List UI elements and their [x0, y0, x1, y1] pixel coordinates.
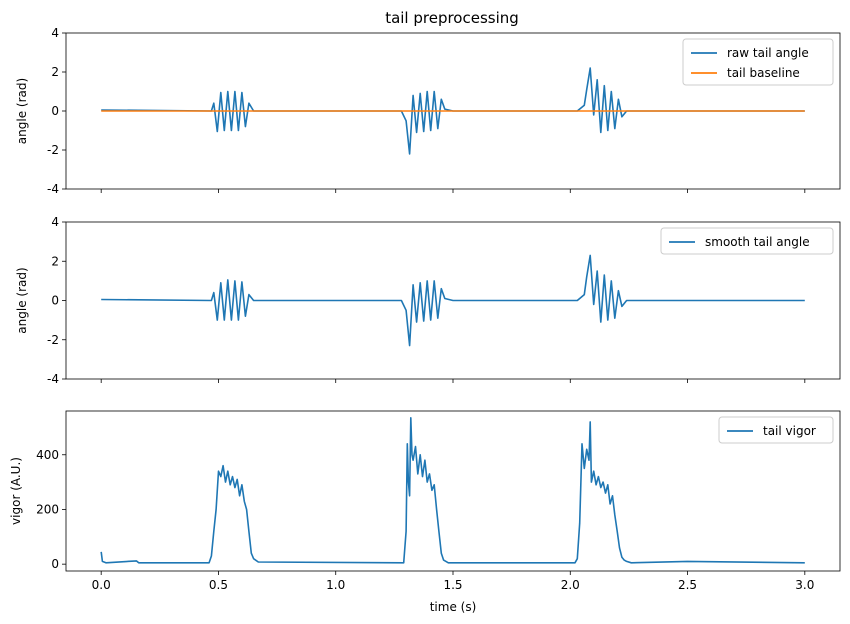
panel-raw-tail-angle: -4 -2 0 2 4 angle (rad) raw tail angle tail bas…: [15, 26, 841, 196]
legend-label: tail vigor: [763, 424, 816, 438]
legend: smooth tail angle: [660, 227, 834, 255]
series-line-smooth-tail-angle: [101, 254, 805, 347]
y-axis-label: angle (rad): [15, 267, 29, 333]
y-tick-label: 0: [51, 294, 59, 308]
panel-smooth-tail-angle: -4 -2 0 2 4 angle (rad) smooth tail angle: [15, 215, 841, 386]
x-tick-label: 1.5: [443, 578, 462, 592]
figure-title: tail preprocessing: [385, 9, 519, 27]
panel-tail-vigor: 0 200 400 0.0 0.5 1.0 1.5 2.0 2.5 3.0 vigor (A.U.)…: [9, 410, 841, 614]
legend-box: [682, 38, 834, 86]
y-axis-label: angle (rad): [15, 78, 29, 144]
y-axis-label: vigor (A.U.): [9, 457, 23, 525]
legend-label: raw tail angle: [727, 46, 809, 60]
y-tick-label: 2: [51, 254, 59, 268]
x-tick-label: 0.5: [209, 578, 228, 592]
x-tick-label: 1.0: [326, 578, 345, 592]
legend-box: [660, 227, 834, 255]
x-tick-label: 0.0: [92, 578, 111, 592]
y-tick-label: 400: [36, 448, 59, 462]
y-tick-label: 4: [51, 26, 59, 40]
y-tick-label: -2: [47, 143, 59, 157]
legend-label: smooth tail angle: [705, 235, 810, 249]
x-tick-label: 2.0: [561, 578, 580, 592]
y-tick-label: 4: [51, 215, 59, 229]
legend-label: tail baseline: [727, 66, 800, 80]
y-tick-label: 2: [51, 65, 59, 79]
x-tick-label: 2.5: [678, 578, 697, 592]
legend: raw tail angle tail baseline: [682, 38, 834, 86]
x-axis-label: time (s): [430, 600, 477, 614]
x-tick-label: 3.0: [795, 578, 814, 592]
y-tick-label: 0: [51, 557, 59, 571]
y-tick-label: -2: [47, 333, 59, 347]
series-line-raw-tail-angle: [101, 67, 805, 155]
y-tick-label: -4: [47, 182, 59, 196]
y-tick-label: 200: [36, 502, 59, 516]
legend-box: [718, 416, 834, 444]
y-tick-label: -4: [47, 372, 59, 386]
legend: tail vigor: [718, 416, 834, 444]
y-tick-label: 0: [51, 104, 59, 118]
series-line-tail-vigor: [100, 416, 805, 564]
